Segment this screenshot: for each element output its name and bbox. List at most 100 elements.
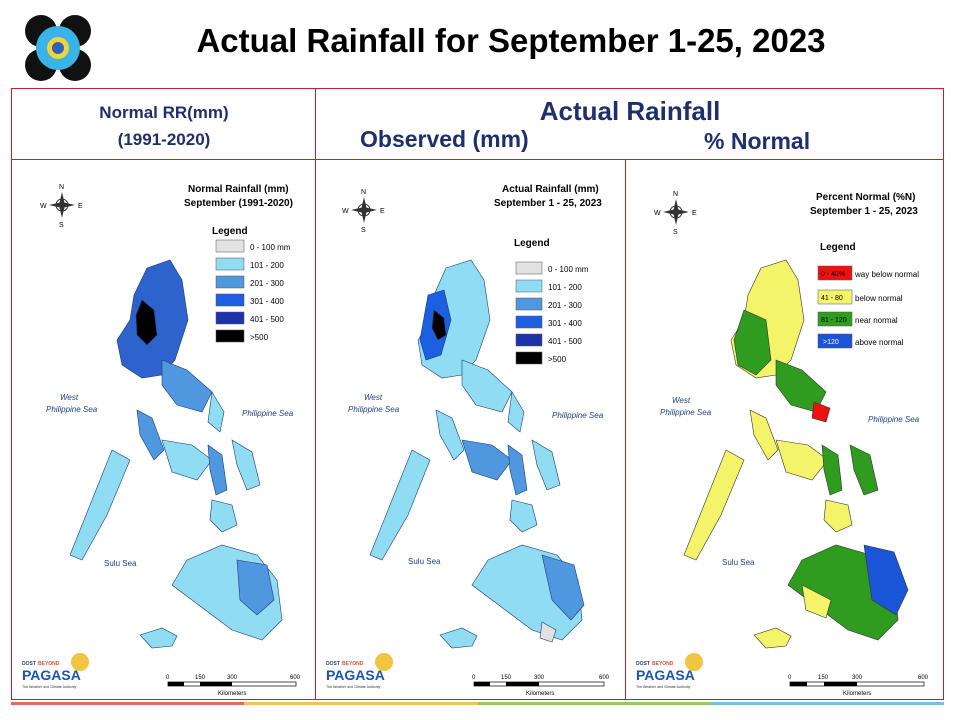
legend-swatch (515, 333, 543, 347)
normal-rainfall-map: N S W E Normal Rainfall (mm) September (… (22, 184, 301, 697)
scale-unit: Kilometers (526, 691, 554, 697)
compass-n: N (59, 184, 64, 191)
agency-tagline: The Weather and Climate Authority (22, 685, 77, 689)
map-title-line1: Actual Rainfall (mm) (502, 184, 599, 195)
legend-label: 81 - 120 (821, 317, 847, 324)
sea-label-sulu: Sulu Sea (104, 559, 137, 568)
pagasa-logo-icon (24, 14, 92, 82)
scale-tick: 150 (818, 675, 829, 681)
philippines-landmass (369, 259, 585, 649)
compass-e: E (78, 203, 83, 210)
scale-tick: 600 (918, 675, 929, 681)
agency-top: DOST (326, 661, 340, 667)
legend-swatch (215, 293, 245, 307)
legend-swatch (817, 311, 853, 327)
legend-swatch (215, 329, 245, 343)
agency-mid: BEYOND (342, 661, 364, 667)
sea-label-east: Philippine Sea (552, 411, 604, 420)
stripe-segment (477, 702, 711, 705)
philippines-landmass (69, 259, 283, 649)
pagasa-umbrella-icon (375, 653, 393, 671)
scale-tick: 150 (501, 675, 512, 681)
percent-normal-map: N S W E Percent Normal (%N) September 1 … (636, 191, 929, 697)
scale-tick: 150 (195, 675, 206, 681)
legend-label: 0 - 100 mm (250, 243, 291, 252)
observed-header: Observed (mm) (360, 126, 529, 152)
normal-header-line1: Normal RR(mm) (99, 103, 229, 122)
sea-label-sulu: Sulu Sea (722, 558, 755, 567)
legend-title: Legend (820, 242, 856, 253)
legend-desc: above normal (855, 338, 904, 347)
map-title-line1: Normal Rainfall (mm) (188, 184, 289, 195)
stripe-segment (244, 702, 478, 705)
sea-label-west-1: West (672, 396, 691, 405)
legend-label: 101 - 200 (250, 261, 284, 270)
map-title-line2: September 1 - 25, 2023 (810, 206, 918, 217)
legend-swatch (515, 351, 543, 365)
actual-rainfall-header: Actual Rainfall (539, 96, 721, 126)
sea-label-east: Philippine Sea (242, 409, 294, 418)
compass-s: S (59, 222, 64, 229)
percent-normal-header: % Normal (704, 128, 811, 154)
page-title: Actual Rainfall for September 1-25, 2023 (196, 22, 826, 59)
legend-label: 401 - 500 (250, 315, 284, 324)
scale-tick: 600 (290, 675, 301, 681)
stripe-segment (11, 702, 245, 705)
legend-swatch (515, 315, 543, 329)
compass-e: E (692, 210, 697, 217)
scale-tick: 300 (852, 675, 863, 681)
agency-mid: BEYOND (652, 661, 674, 667)
agency-top: DOST (22, 661, 36, 667)
sea-label-east: Philippine Sea (868, 415, 920, 424)
agency-name: PAGASA (326, 667, 385, 683)
scale-bar: 0 150 300 600 Kilometers (788, 675, 929, 697)
sea-label-west-2: Philippine Sea (660, 408, 712, 417)
scale-tick: 600 (599, 675, 610, 681)
sea-label-west-1: West (60, 393, 79, 402)
legend-title: Legend (212, 226, 248, 237)
legend-desc: near normal (855, 316, 898, 325)
scale-unit: Kilometers (843, 691, 871, 697)
compass-n: N (673, 191, 678, 198)
scale-unit: Kilometers (218, 691, 246, 697)
legend-swatch (215, 311, 245, 325)
legend-swatch (215, 275, 245, 289)
sea-label-west-2: Philippine Sea (46, 405, 98, 414)
scale-tick: 0 (166, 675, 170, 681)
scale-tick: 0 (788, 675, 792, 681)
scale-tick: 0 (472, 675, 476, 681)
pagasa-badge: DOST BEYOND PAGASA The Weather and Clima… (22, 653, 89, 689)
compass-rose-icon: N S W E (342, 189, 385, 234)
bottom-stripe (11, 702, 944, 705)
sea-label-west-1: West (364, 393, 383, 402)
normal-header-line2: (1991-2020) (117, 130, 211, 149)
sea-label-west-2: Philippine Sea (348, 405, 400, 414)
compass-rose-icon: N S W E (40, 184, 83, 229)
legend-swatch (817, 289, 853, 305)
legend-label: 301 - 400 (548, 319, 582, 328)
scale-tick: 300 (227, 675, 238, 681)
legend: 0 - 40% way below normal 41 - 80 below n… (817, 265, 919, 349)
legend-label: 41 - 80 (821, 295, 843, 302)
compass-w: W (40, 203, 47, 210)
map-panel-observed: N S W E Actual Rainfall (mm) September 1… (315, 159, 626, 700)
agency-name: PAGASA (22, 667, 81, 683)
map-panel-percent-normal: N S W E Percent Normal (%N) September 1 … (625, 159, 944, 700)
agency-name: PAGASA (636, 667, 695, 683)
compass-w: W (342, 208, 349, 215)
legend-swatch (515, 297, 543, 311)
legend-title: Legend (514, 238, 550, 249)
philippines-landmass (683, 259, 909, 649)
compass-e: E (380, 208, 385, 215)
legend-swatch (215, 257, 245, 271)
legend-label: 401 - 500 (548, 337, 582, 346)
compass-n: N (361, 189, 366, 196)
agency-top: DOST (636, 661, 650, 667)
legend-swatch (817, 333, 853, 349)
agency-mid: BEYOND (38, 661, 60, 667)
legend: 0 - 100 mm 101 - 200 201 - 300 301 - 400… (515, 261, 589, 365)
compass-w: W (654, 210, 661, 217)
legend-label: 201 - 300 (250, 279, 284, 288)
legend-label: 101 - 200 (548, 283, 582, 292)
legend-label: 301 - 400 (250, 297, 284, 306)
